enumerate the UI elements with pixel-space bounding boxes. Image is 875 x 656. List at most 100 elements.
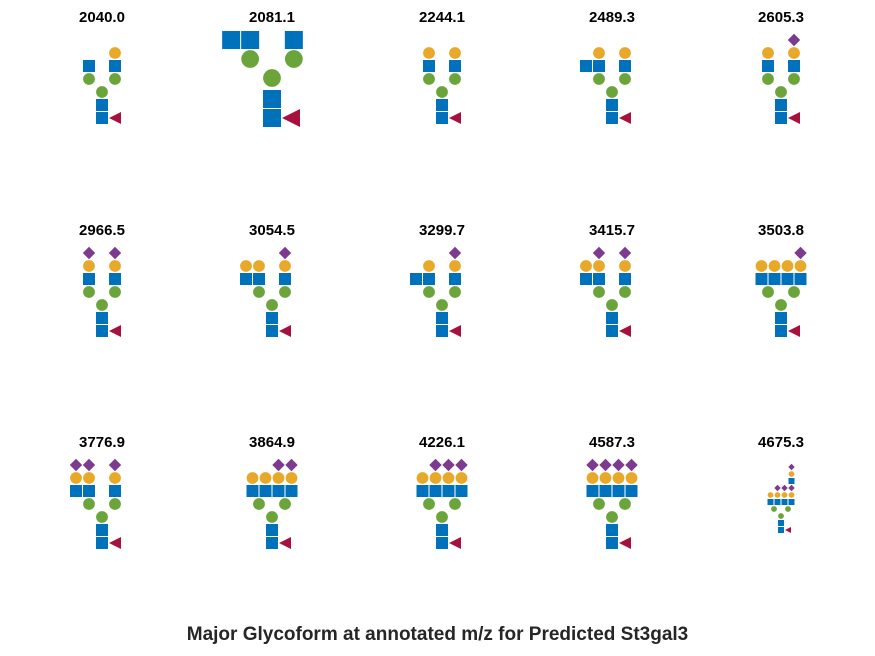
mz-label: 3776.9: [79, 434, 125, 451]
glcnac-square: [279, 273, 291, 285]
glcnac-square: [96, 524, 108, 536]
mz-label: 2966.5: [79, 222, 125, 239]
mz-label: 4675.3: [758, 434, 804, 451]
glcnac-square: [109, 273, 121, 285]
sialic-acid-diamond: [599, 458, 612, 472]
glcnac-square: [410, 273, 422, 285]
glcnac-square: [580, 60, 592, 72]
glcnac-square: [619, 273, 631, 285]
galactose-circle: [788, 492, 795, 498]
glcnac-square: [449, 273, 461, 285]
mannose-circle: [253, 286, 265, 298]
glcnac-square: [606, 312, 618, 324]
mannose-circle: [785, 506, 791, 512]
figure-title: Major Glycoform at annotated m/z for Pre…: [186, 624, 689, 645]
mannose-circle: [83, 498, 95, 510]
mannose-circle: [266, 511, 278, 523]
mannose-circle: [775, 86, 787, 98]
sialic-acid-diamond: [285, 458, 298, 472]
glcnac-square: [266, 325, 278, 337]
glcnac-square: [449, 60, 461, 72]
mannose-circle: [423, 286, 435, 298]
mannose-circle: [109, 498, 121, 510]
sialic-acid-diamond: [618, 246, 632, 260]
fucose-triangle: [109, 537, 121, 549]
glcnac-square: [778, 527, 784, 533]
galactose-circle: [625, 472, 638, 484]
mannose-circle: [96, 511, 108, 523]
glcnac-square: [794, 273, 807, 285]
mannose-circle: [109, 73, 121, 85]
glcnac-square: [436, 325, 448, 337]
mannose-circle: [593, 286, 605, 298]
mannose-circle: [619, 73, 631, 85]
galactose-circle: [794, 260, 807, 272]
glcnac-square: [788, 60, 800, 72]
glcnac-square: [423, 273, 435, 285]
sialic-acid-diamond: [774, 484, 781, 492]
galactose-circle: [599, 472, 612, 484]
mannose-circle: [606, 86, 618, 98]
glcnac-square: [788, 478, 795, 484]
sialic-acid-diamond: [455, 458, 468, 472]
mannose-circle: [762, 73, 774, 85]
glcnac-square: [284, 31, 303, 49]
glcnac-square: [606, 112, 618, 124]
sialic-acid-diamond: [788, 463, 795, 471]
mannose-circle: [619, 498, 631, 510]
glcnac-square: [263, 90, 281, 108]
galactose-circle: [612, 472, 625, 484]
galactose-circle: [449, 47, 461, 59]
sialic-acid-diamond: [781, 484, 788, 492]
mannose-circle: [263, 69, 281, 87]
glcnac-square: [263, 109, 281, 127]
galactose-circle: [279, 260, 291, 272]
fucose-triangle: [785, 527, 791, 533]
glcnac-square: [436, 99, 448, 111]
galactose-circle: [83, 472, 95, 484]
glcnac-square: [96, 99, 108, 111]
glcnac-square: [580, 273, 592, 285]
mz-label: 3503.8: [758, 222, 804, 239]
mz-label: 4226.1: [419, 434, 465, 451]
sialic-acid-diamond: [448, 246, 462, 260]
mz-label: 2040.0: [79, 9, 125, 26]
mannose-circle: [241, 50, 260, 68]
galactose-circle: [442, 472, 455, 484]
fucose-triangle: [109, 112, 121, 124]
glcnac-square: [788, 499, 795, 505]
galactose-circle: [619, 47, 631, 59]
glcnac-square: [423, 60, 435, 72]
mannose-circle: [266, 299, 278, 311]
galactose-circle: [246, 472, 259, 484]
mannose-circle: [449, 498, 461, 510]
mz-label: 2605.3: [758, 9, 804, 26]
mannose-circle: [606, 299, 618, 311]
galactose-circle: [788, 471, 795, 477]
mannose-circle: [83, 286, 95, 298]
glcnac-square: [781, 499, 788, 505]
fucose-triangle: [279, 537, 291, 549]
mannose-circle: [778, 513, 784, 519]
sialic-acid-diamond: [278, 246, 292, 260]
sialic-acid-diamond: [586, 458, 599, 472]
glcnac-square: [606, 524, 618, 536]
mz-label: 2081.1: [249, 9, 295, 26]
galactose-circle: [259, 472, 272, 484]
glcnac-square: [109, 485, 121, 497]
mannose-circle: [96, 86, 108, 98]
fucose-triangle: [449, 537, 461, 549]
galactose-circle: [70, 472, 82, 484]
galactose-circle: [423, 47, 435, 59]
mz-label: 4587.3: [589, 434, 635, 451]
glcnac-square: [593, 273, 605, 285]
glcnac-square: [285, 485, 298, 497]
glcnac-square: [241, 31, 260, 49]
glcnac-square: [586, 485, 599, 497]
glcnac-square: [774, 499, 781, 505]
glcnac-square: [96, 112, 108, 124]
glcnac-square: [606, 537, 618, 549]
fucose-triangle: [619, 537, 631, 549]
mannose-circle: [279, 286, 291, 298]
